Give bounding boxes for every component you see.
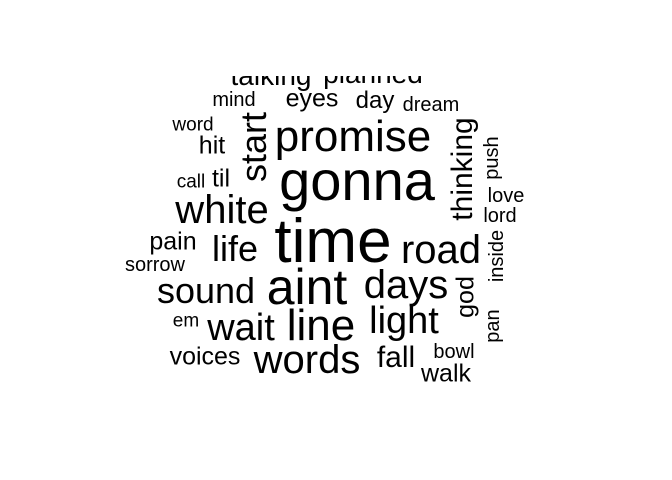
word-promise: promise (274, 112, 432, 161)
word-mind: mind (212, 89, 256, 111)
word-sorrow: sorrow (124, 254, 186, 276)
word-lord: lord (483, 205, 517, 227)
word-walk: walk (420, 359, 472, 383)
word-call: call (176, 171, 206, 193)
word-gonna: gonna (279, 149, 435, 212)
word-inside: inside (486, 229, 508, 283)
word-hit: hit (198, 131, 226, 160)
word-road: road (400, 228, 482, 272)
word-words: words (253, 338, 361, 382)
word-fall: fall (376, 341, 416, 374)
word-cloud-clip-area: talking planned mind eyes day dream word… (0, 76, 672, 383)
word-word: word (172, 114, 214, 136)
word-start: start (233, 111, 274, 183)
word-god: god (451, 276, 480, 318)
word-day: day (355, 87, 395, 114)
word-push: push (481, 136, 503, 180)
word-em: em (172, 310, 200, 332)
word-bowl: bowl (433, 341, 475, 363)
word-talking: talking (231, 76, 312, 90)
word-days: days (363, 263, 449, 307)
word-love: love (487, 185, 525, 207)
word-pain: pain (149, 227, 197, 256)
word-time: time (274, 207, 392, 276)
word-line: line (286, 301, 356, 350)
word-sound: sound (156, 270, 256, 311)
word-pan: pan (482, 309, 504, 343)
word-eyes: eyes (285, 84, 339, 113)
word-light: light (369, 300, 439, 342)
word-wait: wait (207, 307, 275, 349)
word-white: white (175, 188, 269, 232)
word-planned: planned (323, 76, 423, 88)
word-thinking: thinking (446, 117, 479, 221)
word-aint: aint (266, 259, 348, 315)
word-til: til (211, 164, 231, 193)
word-voices: voices (169, 342, 241, 371)
word-dream: dream (402, 94, 460, 116)
word-life: life (211, 228, 259, 269)
